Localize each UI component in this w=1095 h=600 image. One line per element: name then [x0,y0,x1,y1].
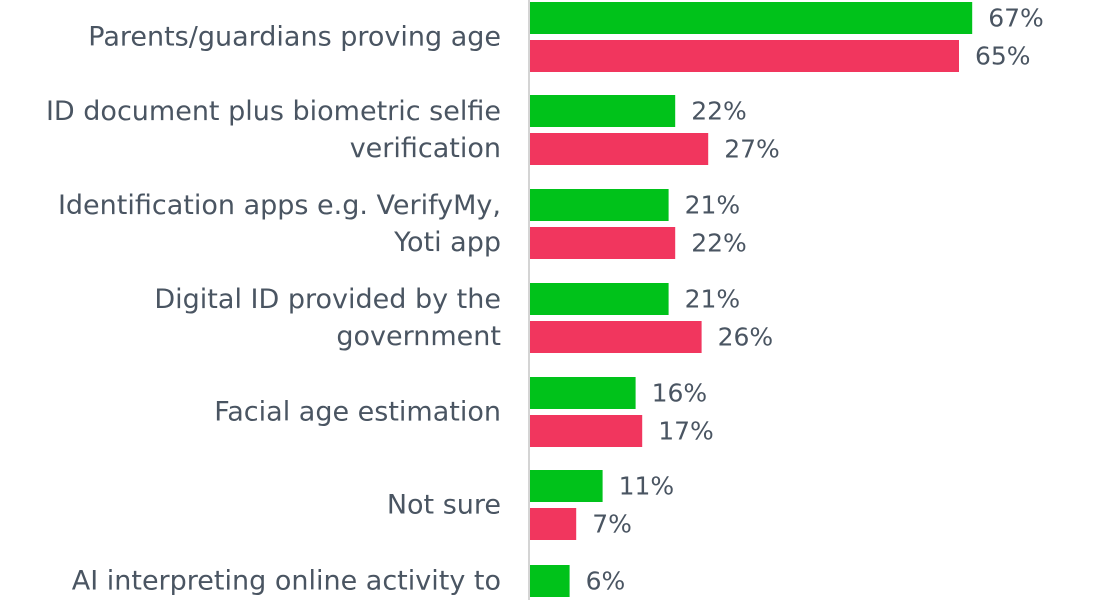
bar-s1-c1 [530,133,709,165]
category-label-1-line-1: verification [350,133,501,164]
value-label-s0-c2: 21% [685,191,741,220]
category-label-5-line-0: Not sure [387,490,501,521]
bars-layer [530,2,973,597]
value-label-s1-c2: 22% [691,229,747,258]
labels-layer: 67% 22% 21% 21% 16% 11% 6% 65% 27% 22% 26% 17% 7% Par… [46,4,1044,597]
value-label-s0-c4: 16% [652,379,708,408]
value-label-s0-c3: 21% [685,285,741,314]
category-label-2-line-1: Yoti app [393,227,501,258]
bar-s0-c0 [530,2,973,34]
bar-s1-c4 [530,415,643,447]
value-label-s1-c4: 17% [658,417,714,446]
value-label-s0-c5: 11% [619,472,675,501]
value-label-s0-c0: 67% [988,4,1044,33]
category-label-0-line-0: Parents/guardians proving age [88,22,501,53]
category-label-6-line-0: AI interpreting online activity to [72,566,501,597]
bar-s0-c5 [530,470,603,502]
bar-s0-c2 [530,189,669,221]
bar-s0-c3 [530,283,669,315]
category-label-1-line-0: ID document plus biometric selfie [46,96,501,127]
bar-s1-c3 [530,321,702,353]
value-label-s1-c3: 26% [718,323,774,352]
value-label-s1-c5: 7% [592,510,632,539]
bar-s1-c5 [530,508,577,540]
bar-s0-c6 [530,565,570,597]
bar-s1-c2 [530,227,676,259]
value-label-s0-c1: 22% [691,97,747,126]
category-label-2-line-0: Identification apps e.g. VerifyMy, [58,190,501,221]
value-label-s0-c6: 6% [586,567,626,596]
value-label-s1-c1: 27% [724,135,780,164]
bar-s0-c1 [530,95,676,127]
category-label-3-line-0: Digital ID provided by the [154,284,501,315]
category-label-4-line-0: Facial age estimation [214,397,501,428]
value-label-s1-c0: 65% [975,42,1031,71]
bar-s1-c0 [530,40,959,72]
category-label-3-line-1: government [336,321,501,352]
bar-s0-c4 [530,377,636,409]
